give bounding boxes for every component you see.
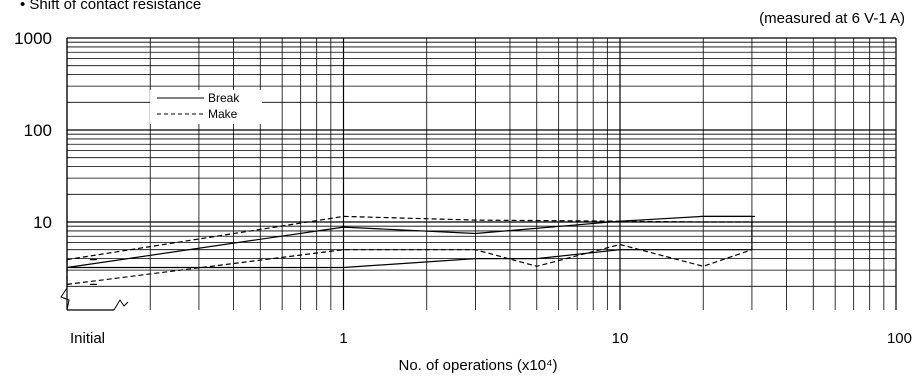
x-axis-label: No. of operations (x10⁴): [398, 357, 557, 374]
series-break-lower-line: [67, 249, 752, 269]
y-axis-break: [60, 287, 70, 311]
x-tick-label: Initial: [70, 330, 105, 347]
series-lines: [66, 215, 755, 285]
grid: [60, 37, 897, 311]
series-make-upper-line: [66, 215, 752, 261]
x-axis-break: [113, 299, 129, 311]
legend-box: [150, 90, 262, 124]
tick-labels: Initial 1 10 100 10 100 1000: [14, 29, 912, 347]
measurement-condition: (measured at 6 V-1 A): [759, 10, 905, 27]
y-tick-label: 10: [33, 213, 52, 232]
series-break-upper-line: [66, 215, 752, 269]
legend: Break Make: [150, 90, 262, 124]
y-tick-label: 1000: [14, 29, 52, 48]
x-tick-label: 1: [339, 330, 347, 347]
x-tick-label: 10: [612, 330, 629, 347]
chart-title: • Shift of contact resistance: [20, 0, 202, 13]
legend-make-label: Make: [208, 107, 238, 121]
x-tick-label: 100: [887, 330, 912, 347]
legend-break-label: Break: [208, 91, 240, 105]
series-make-lower-line: [66, 243, 753, 285]
y-tick-label: 100: [24, 121, 52, 140]
